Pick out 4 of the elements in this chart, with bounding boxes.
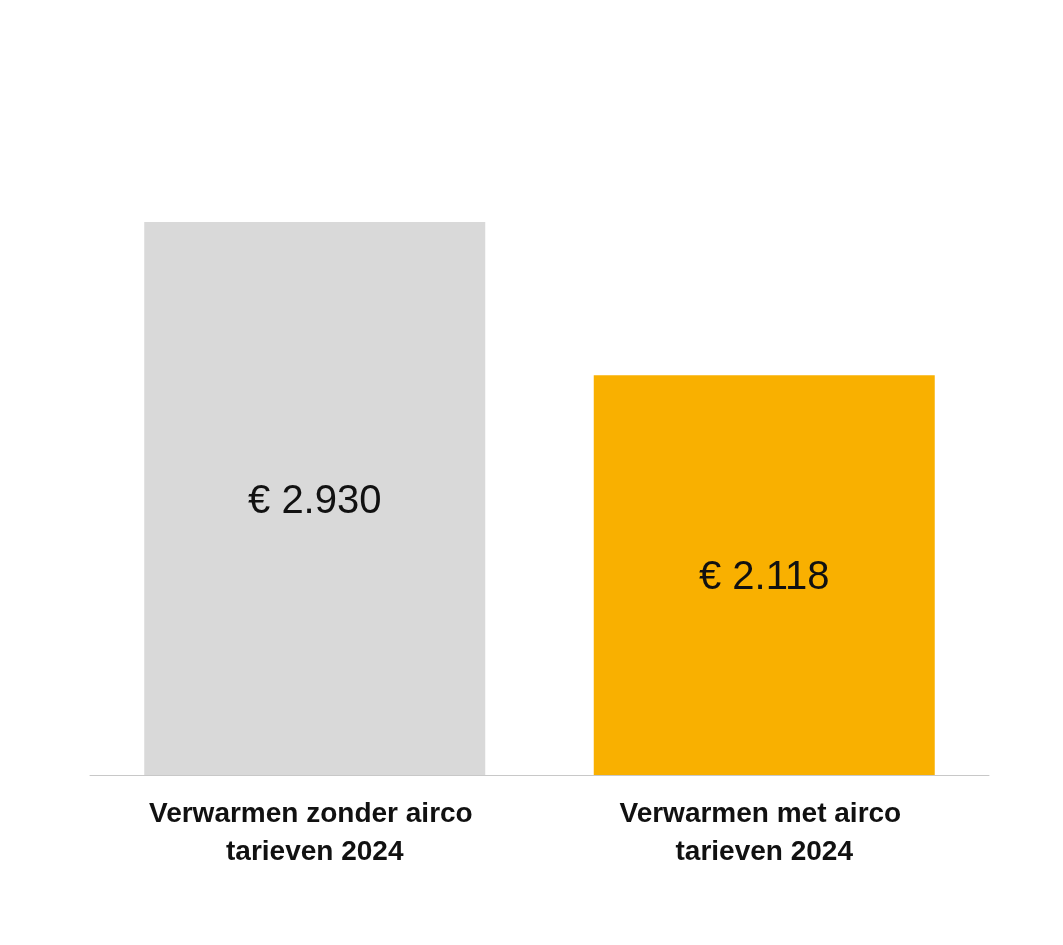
data-label: € 2.930	[248, 476, 382, 521]
x-tick-label: Verwarmen zonder airco tarieven 2024	[149, 796, 481, 866]
x-tick-label: Verwarmen met airco tarieven 2024	[619, 796, 909, 866]
data-label: € 2.118	[699, 553, 830, 598]
